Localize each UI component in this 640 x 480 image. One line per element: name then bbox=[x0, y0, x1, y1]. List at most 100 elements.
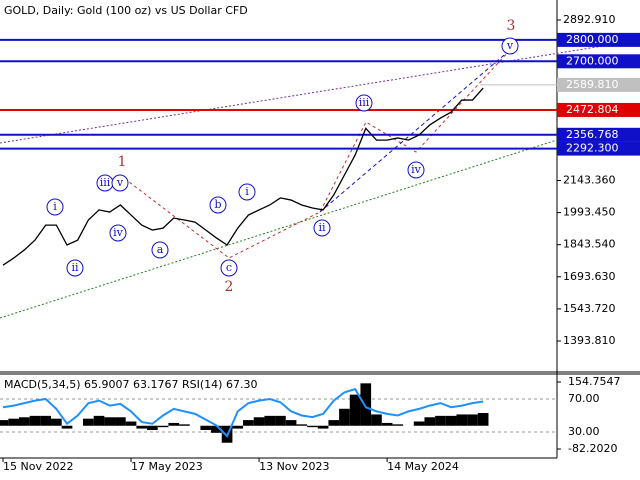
level-box bbox=[557, 102, 640, 117]
wave-label: b bbox=[214, 198, 221, 211]
y-tick-label: 2143.360 bbox=[563, 173, 616, 186]
wave-label: v bbox=[116, 176, 124, 189]
wave-circle bbox=[313, 219, 331, 237]
macd-bar bbox=[339, 408, 350, 426]
macd-bar bbox=[360, 383, 372, 426]
level-box bbox=[557, 127, 640, 142]
macd-bar bbox=[381, 422, 393, 426]
wave-circle bbox=[111, 174, 129, 192]
wave-circle bbox=[501, 37, 519, 55]
wave-label: iii bbox=[359, 96, 370, 109]
x-tick-label: 17 May 2023 bbox=[131, 460, 203, 473]
macd-bar bbox=[275, 415, 286, 426]
price-line bbox=[2, 87, 484, 266]
x-tick-label: 15 Nov 2022 bbox=[3, 460, 73, 473]
macd-bar bbox=[19, 417, 30, 426]
macd-bar bbox=[40, 415, 52, 426]
macd-bar bbox=[328, 420, 340, 426]
wave-circle bbox=[151, 241, 169, 259]
level-label: 2356.768 bbox=[566, 128, 619, 141]
trend-line bbox=[0, 39, 640, 144]
wave-circle bbox=[66, 259, 84, 277]
trend-line bbox=[0, 139, 558, 319]
macd-bar bbox=[285, 420, 297, 426]
macd-bar bbox=[349, 394, 361, 426]
wave-label: i bbox=[245, 185, 249, 198]
wave-label: 3 bbox=[507, 18, 516, 34]
macd-bar bbox=[392, 424, 404, 426]
macd-bar bbox=[467, 414, 478, 426]
level-box bbox=[557, 32, 640, 47]
wave-label: 1 bbox=[118, 154, 127, 170]
level-label: 2292.300 bbox=[566, 142, 619, 155]
wave-label: iv bbox=[411, 163, 422, 176]
macd-bar bbox=[125, 421, 137, 426]
wave-circle bbox=[238, 183, 256, 201]
y-tick-label: 154.7547 bbox=[568, 375, 621, 388]
macd-bar bbox=[8, 418, 20, 426]
macd-bar bbox=[413, 421, 425, 426]
macd-bar bbox=[104, 417, 116, 426]
wave-circle bbox=[220, 259, 238, 277]
macd-bar bbox=[115, 417, 126, 426]
macd-bar bbox=[83, 418, 94, 426]
macd-bar bbox=[477, 413, 489, 426]
y2-tick-label: 70.00 bbox=[568, 392, 600, 405]
macd-bar bbox=[157, 425, 169, 428]
macd-bar bbox=[424, 417, 436, 426]
chart-title: GOLD, Daily: Gold (100 oz) vs US Dollar … bbox=[4, 4, 248, 17]
indicator-title: MACD(5,34,5) 65.9007 63.1767 RSI(14) 67.… bbox=[4, 378, 257, 391]
macd-bar bbox=[93, 415, 105, 426]
macd-bar bbox=[253, 417, 265, 426]
x-tick-label: 13 Nov 2023 bbox=[259, 460, 329, 473]
level-label: 2700.000 bbox=[566, 54, 619, 67]
macd-bar bbox=[317, 425, 329, 429]
wave-label: i bbox=[53, 200, 57, 213]
macd-bar bbox=[61, 425, 73, 429]
level-label: 2472.804 bbox=[566, 103, 619, 116]
y-tick-label: 1693.630 bbox=[563, 270, 616, 283]
macd-bar bbox=[371, 414, 382, 426]
macd-bar bbox=[232, 425, 244, 429]
wave-label: iv bbox=[113, 226, 124, 239]
wave-label: ii bbox=[318, 221, 326, 234]
macd-bar bbox=[179, 424, 190, 426]
macd-bar bbox=[445, 415, 457, 426]
y-tick-label: 1543.720 bbox=[563, 302, 616, 315]
macd-bar bbox=[51, 418, 62, 426]
wave-label: 2 bbox=[225, 279, 234, 295]
last-price-box bbox=[557, 77, 640, 92]
y-tick-label: -82.2020 bbox=[568, 442, 617, 455]
macd-bar bbox=[29, 415, 41, 426]
wave-circle bbox=[109, 224, 127, 242]
macd-bar bbox=[200, 425, 212, 430]
wave-circle bbox=[46, 198, 64, 216]
wave-circle bbox=[407, 161, 425, 179]
level-label: 2800.000 bbox=[566, 33, 619, 46]
rsi-line bbox=[2, 387, 484, 438]
macd-bar bbox=[456, 414, 468, 426]
macd-bar bbox=[147, 425, 158, 430]
wave-label: iii bbox=[100, 176, 111, 189]
y-tick-label: 1393.810 bbox=[563, 334, 616, 347]
wave-label: c bbox=[226, 261, 232, 274]
wave-circle bbox=[209, 196, 227, 214]
macd-bar bbox=[264, 415, 276, 426]
macd-bar bbox=[0, 420, 9, 426]
wave-label: a bbox=[157, 243, 164, 256]
macd-bar bbox=[243, 420, 254, 426]
last-price-label: 2589.810 bbox=[566, 78, 619, 91]
wave-label: v bbox=[506, 39, 514, 52]
y2-tick-label: 30.00 bbox=[568, 425, 600, 438]
macd-bar bbox=[136, 425, 148, 429]
x-tick-label: 14 May 2024 bbox=[387, 460, 459, 473]
level-box bbox=[557, 141, 640, 156]
macd-bar bbox=[296, 424, 308, 426]
wave-circle bbox=[355, 94, 373, 112]
macd-bar bbox=[211, 425, 222, 433]
level-box bbox=[557, 54, 640, 69]
macd-bar bbox=[168, 422, 180, 426]
macd-bar bbox=[307, 425, 318, 428]
